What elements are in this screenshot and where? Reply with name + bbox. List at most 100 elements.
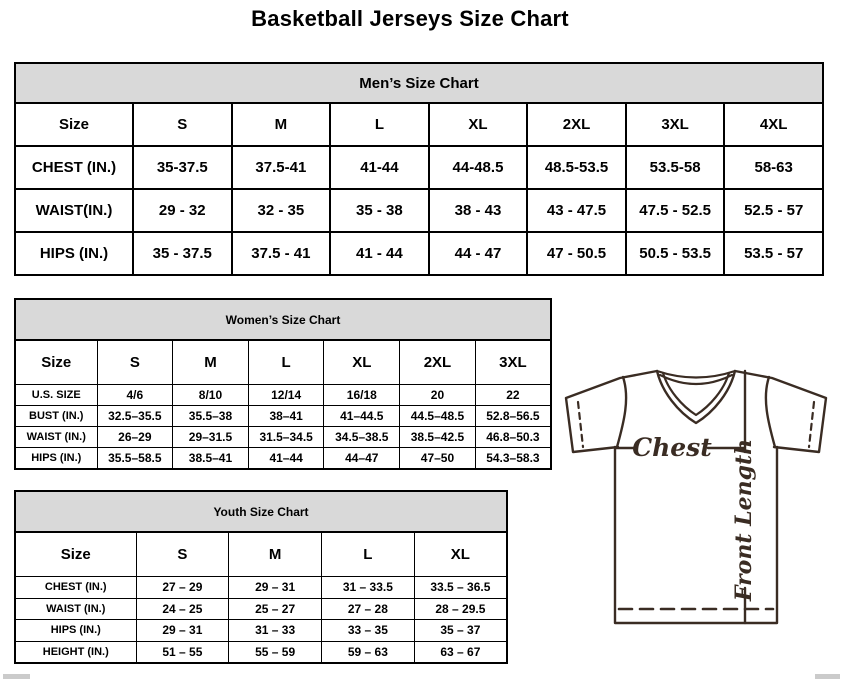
table-cell: 38–41 — [247, 405, 325, 427]
column-header-row: Size S M L XL 2XL 3XL 4XL — [14, 102, 824, 147]
table-cell: 35.5–38 — [172, 405, 249, 427]
table-cell: 16/18 — [323, 384, 401, 406]
table-cell: 52.8–56.5 — [474, 405, 552, 427]
table-cell: 29 - 32 — [132, 188, 233, 233]
column-header: L — [321, 531, 415, 577]
table-row: HIPS (IN.) 35 - 37.5 37.5 - 41 41 - 44 44 - … — [14, 231, 824, 276]
table-cell: 25 – 27 — [228, 597, 322, 620]
table-cell: 50.5 - 53.5 — [624, 231, 726, 276]
table-cell: 47–50 — [399, 447, 476, 470]
table-cell: 29 – 31 — [135, 619, 230, 642]
table-cell: 37.5 - 41 — [230, 231, 332, 276]
table-cell: 8/10 — [172, 384, 249, 406]
table-title: Women’s Size Chart — [14, 298, 552, 341]
table-row: HIPS (IN.) 35.5–58.5 38.5–41 41–44 44–47 47–5… — [14, 447, 552, 470]
column-header: 2XL — [399, 339, 476, 385]
column-header: S — [132, 102, 233, 147]
jersey-measurement-diagram: Chest Front Length — [564, 369, 828, 625]
table-cell: 26–29 — [96, 426, 174, 448]
column-header-size: Size — [14, 531, 137, 577]
mens-size-table: Men’s Size Chart Size S M L XL 2XL 3XL 4XL CHEST … — [14, 62, 824, 276]
table-cell: 27 – 29 — [135, 576, 230, 599]
table-cell: 41-44 — [329, 145, 430, 190]
womens-size-table: Women’s Size Chart Size S M L XL 2XL 3XL U.S. SI… — [14, 298, 552, 470]
table-cell: 35 - 37.5 — [132, 231, 233, 276]
table-title: Youth Size Chart — [14, 490, 508, 533]
table-cell: 53.5 - 57 — [723, 231, 824, 276]
table-row: WAIST(IN.) 29 - 32 32 - 35 35 - 38 38 - 43 43… — [14, 188, 824, 233]
table-row: HEIGHT (IN.) 51 – 55 55 – 59 59 – 63 63 – 67 — [14, 640, 508, 664]
table-cell: 44.5–48.5 — [399, 405, 476, 427]
table-cell: 31 – 33.5 — [321, 576, 415, 599]
column-header: 3XL — [624, 102, 726, 147]
table-row: U.S. SIZE 4/6 8/10 12/14 16/18 20 22 — [14, 384, 552, 406]
table-cell: 24 – 25 — [135, 597, 230, 620]
table-cell: 32 - 35 — [230, 188, 332, 233]
table-cell: 53.5-58 — [624, 145, 726, 190]
column-header-size: Size — [14, 339, 98, 385]
column-header: S — [96, 339, 174, 385]
table-cell: 44–47 — [323, 447, 401, 470]
horizontal-scrollbar-left-button[interactable] — [3, 674, 30, 679]
table-cell: 32.5–35.5 — [96, 405, 174, 427]
table-cell: 38 - 43 — [427, 188, 529, 233]
table-cell: 41–44.5 — [323, 405, 401, 427]
table-row: WAIST (IN.) 24 – 25 25 – 27 27 – 28 28 – 29.… — [14, 597, 508, 620]
column-header-row: Size S M L XL 2XL 3XL — [14, 339, 552, 385]
table-cell: 28 – 29.5 — [413, 597, 508, 620]
row-label: U.S. SIZE — [14, 384, 98, 406]
table-cell: 20 — [399, 384, 476, 406]
row-label: HIPS (IN.) — [14, 619, 137, 642]
table-cell: 33.5 – 36.5 — [413, 576, 508, 599]
table-title-row: Youth Size Chart — [14, 490, 508, 533]
table-cell: 63 – 67 — [413, 640, 508, 664]
youth-size-table: Youth Size Chart Size S M L XL CHEST (IN.) 27 –… — [14, 490, 508, 664]
table-cell: 31.5–34.5 — [247, 426, 325, 448]
table-cell: 41–44 — [247, 447, 325, 470]
table-cell: 12/14 — [247, 384, 325, 406]
column-header: 2XL — [526, 102, 627, 147]
row-label: HIPS (IN.) — [14, 231, 134, 276]
table-cell: 48.5-53.5 — [526, 145, 627, 190]
table-cell: 55 – 59 — [228, 640, 322, 664]
column-header: M — [230, 102, 332, 147]
table-cell: 47 - 50.5 — [526, 231, 627, 276]
horizontal-scrollbar-right-button[interactable] — [815, 674, 840, 679]
table-title-row: Women’s Size Chart — [14, 298, 552, 341]
column-header: M — [228, 531, 322, 577]
row-label: WAIST (IN.) — [14, 597, 137, 620]
table-row: CHEST (IN.) 35-37.5 37.5-41 41-44 44-48.5 48.… — [14, 145, 824, 190]
column-header: 3XL — [474, 339, 552, 385]
column-header: M — [172, 339, 249, 385]
table-cell: 29 – 31 — [228, 576, 322, 599]
row-label: WAIST(IN.) — [14, 188, 134, 233]
column-header: 4XL — [723, 102, 824, 147]
front-length-label: Front Length — [731, 439, 757, 602]
column-header-size: Size — [14, 102, 134, 147]
table-row: CHEST (IN.) 27 – 29 29 – 31 31 – 33.5 33.5 –… — [14, 576, 508, 599]
table-cell: 35-37.5 — [132, 145, 233, 190]
column-header: XL — [413, 531, 508, 577]
column-header: XL — [427, 102, 529, 147]
table-row: BUST (IN.) 32.5–35.5 35.5–38 38–41 41–44.5 44… — [14, 405, 552, 427]
column-header: L — [247, 339, 325, 385]
table-cell: 52.5 - 57 — [723, 188, 824, 233]
table-cell: 35.5–58.5 — [96, 447, 174, 470]
chest-label: Chest — [632, 433, 712, 462]
table-cell: 47.5 - 52.5 — [624, 188, 726, 233]
table-cell: 54.3–58.3 — [474, 447, 552, 470]
table-cell: 51 – 55 — [135, 640, 230, 664]
table-title: Men’s Size Chart — [14, 62, 824, 104]
table-cell: 43 - 47.5 — [526, 188, 627, 233]
table-cell: 27 – 28 — [321, 597, 415, 620]
row-label: HIPS (IN.) — [14, 447, 98, 470]
table-row: WAIST (IN.) 26–29 29–31.5 31.5–34.5 34.5–38.… — [14, 426, 552, 448]
table-row: HIPS (IN.) 29 – 31 31 – 33 33 – 35 35 – 37 — [14, 619, 508, 642]
row-label: CHEST (IN.) — [14, 576, 137, 599]
table-cell: 38.5–42.5 — [399, 426, 476, 448]
table-cell: 58-63 — [723, 145, 824, 190]
jersey-outline — [564, 369, 828, 625]
column-header: S — [135, 531, 230, 577]
table-cell: 35 - 38 — [329, 188, 430, 233]
table-cell: 31 – 33 — [228, 619, 322, 642]
